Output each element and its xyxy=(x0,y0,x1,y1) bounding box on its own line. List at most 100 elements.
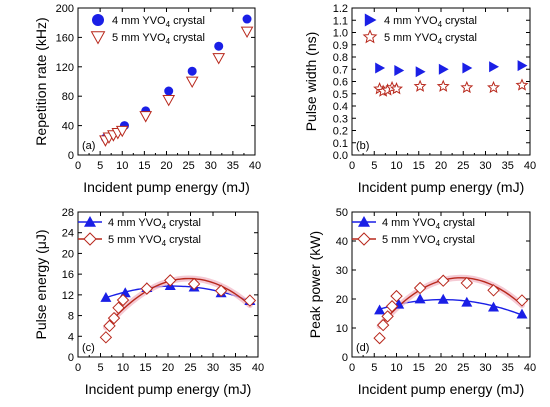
data-point-4mm xyxy=(516,308,528,319)
y-tick-label: 28 xyxy=(62,207,74,219)
data-point-5mm xyxy=(413,79,427,92)
x-tick-label: 25 xyxy=(457,362,469,374)
legend-marker xyxy=(84,216,96,227)
x-tick-label: 10 xyxy=(390,160,402,172)
plot-frame xyxy=(351,7,531,156)
y-tick-label: 20 xyxy=(336,294,348,306)
x-tick-label: 5 xyxy=(371,160,377,172)
x-tick-label: 0 xyxy=(349,362,355,374)
y-tick-label: 1.2 xyxy=(333,3,348,15)
data-point-5mm xyxy=(139,111,153,123)
series-fit-glow xyxy=(376,274,525,330)
data-point-5mm xyxy=(214,284,228,297)
data-point-4mm xyxy=(375,62,386,74)
y-tick-label: 8 xyxy=(68,311,74,323)
y-tick-label: 50 xyxy=(336,207,348,219)
x-tick-label: 40 xyxy=(252,362,264,374)
data-point-5mm xyxy=(515,78,529,91)
data-point-5mm xyxy=(187,277,201,291)
data-point-5mm xyxy=(112,301,125,315)
legend-marker xyxy=(358,216,370,227)
chart-panel-d: 0 5 10 15 20 25 30 35 40 0 10 20 30 40 50 Incident pump… xyxy=(307,207,536,397)
x-axis-title: Incident pump energy (mJ) xyxy=(358,179,525,195)
y-tick-label: 0.3 xyxy=(333,113,348,125)
x-tick-label: 0 xyxy=(75,362,81,374)
legend-label-subscript: 4 xyxy=(162,239,167,248)
legend-label-main: 5 mm YVO xyxy=(108,234,162,246)
x-tick-label: 5 xyxy=(97,160,103,172)
legend-label-subscript: 4 xyxy=(436,222,441,231)
y-tick-label: 200 xyxy=(56,3,74,15)
x-tick-label: 0 xyxy=(75,160,81,172)
x-tick-label: 40 xyxy=(524,362,536,374)
legend-label: 5 mm YVO4 crystal xyxy=(108,234,201,248)
x-tick-label: 5 xyxy=(371,362,377,374)
data-point-5mm xyxy=(381,310,394,323)
data-point-5mm xyxy=(212,53,226,65)
legend-label-suffix: crystal xyxy=(442,32,477,44)
x-tick-label: 35 xyxy=(502,362,514,374)
chart-panel-a: 0 5 10 15 20 25 30 35 40 0 40 80 120 160 200 Incident p… xyxy=(33,3,261,195)
y-tick-label: 0.6 xyxy=(333,77,348,89)
legend-label-main: 4 mm YVO xyxy=(382,217,436,229)
data-point-5mm xyxy=(413,281,427,295)
data-point-5mm xyxy=(376,318,390,332)
data-point-5mm xyxy=(164,274,177,287)
data-point-4mm xyxy=(414,293,426,304)
legend-label: 4 mm YVO4 crystal xyxy=(384,15,477,29)
y-tick-label: 0.0 xyxy=(333,150,348,162)
legend-label-subscript: 4 xyxy=(166,20,171,29)
data-point-4mm xyxy=(438,63,449,75)
x-axis-title: Incident pump energy (mJ) xyxy=(83,179,250,195)
legend-label: 5 mm YVO4 crystal xyxy=(382,234,475,248)
y-tick-label: 12 xyxy=(62,290,74,302)
y-tick-label: 0 xyxy=(68,150,74,162)
y-tick-label: 40 xyxy=(62,121,74,133)
legend-label-subscript: 4 xyxy=(162,222,167,231)
y-tick-label: 0.7 xyxy=(333,64,348,76)
legend-label: 4 mm YVO4 crystal xyxy=(382,217,475,231)
legend-label: 4 mm YVO4 crystal xyxy=(112,15,205,29)
y-tick-label: 0 xyxy=(342,352,348,364)
data-point-4mm xyxy=(462,62,473,74)
data-point-4mm xyxy=(437,293,449,304)
x-tick-label: 20 xyxy=(435,160,447,172)
data-point-4mm xyxy=(374,304,386,315)
legend-label-suffix: crystal xyxy=(440,217,475,229)
x-tick-label: 15 xyxy=(139,362,151,374)
y-tick-label: 1.0 xyxy=(333,28,348,40)
x-tick-label: 25 xyxy=(457,160,469,172)
legend-label-main: 5 mm YVO xyxy=(382,234,436,246)
data-point-4mm xyxy=(517,60,528,72)
data-point-5mm xyxy=(185,76,199,89)
data-point-5mm xyxy=(460,80,474,94)
panel-letter: (d) xyxy=(356,342,369,354)
x-tick-label: 15 xyxy=(138,160,150,172)
y-axis-title: Repetition rate (kHz) xyxy=(33,17,49,145)
legend-label-main: 4 mm YVO xyxy=(108,217,162,229)
x-tick-label: 30 xyxy=(479,160,491,172)
x-tick-label: 30 xyxy=(207,362,219,374)
x-tick-label: 15 xyxy=(413,160,425,172)
x-tick-label: 25 xyxy=(183,160,195,172)
legend-label-suffix: crystal xyxy=(440,234,475,246)
x-tick-label: 5 xyxy=(97,362,103,374)
data-point-5mm xyxy=(390,82,403,95)
legend-label-main: 4 mm YVO xyxy=(384,15,438,27)
data-point-5mm xyxy=(437,274,450,287)
y-tick-label: 0.9 xyxy=(333,40,348,52)
series-fit-line-5mm xyxy=(105,277,251,328)
panel-letter: (a) xyxy=(82,140,95,152)
data-point-5mm xyxy=(243,294,257,307)
legend-marker xyxy=(83,232,97,246)
y-axis-title: Pulse width (ns) xyxy=(303,32,319,132)
data-point-5mm xyxy=(487,284,500,297)
data-point-4mm xyxy=(415,66,426,78)
data-point-5mm xyxy=(487,80,500,94)
y-tick-label: 4 xyxy=(68,331,74,343)
data-point-4mm xyxy=(489,61,500,73)
data-point-5mm xyxy=(385,300,399,313)
x-tick-label: 15 xyxy=(413,362,425,374)
legend-label-suffix: crystal xyxy=(442,15,477,27)
y-tick-label: 0.4 xyxy=(333,101,348,113)
